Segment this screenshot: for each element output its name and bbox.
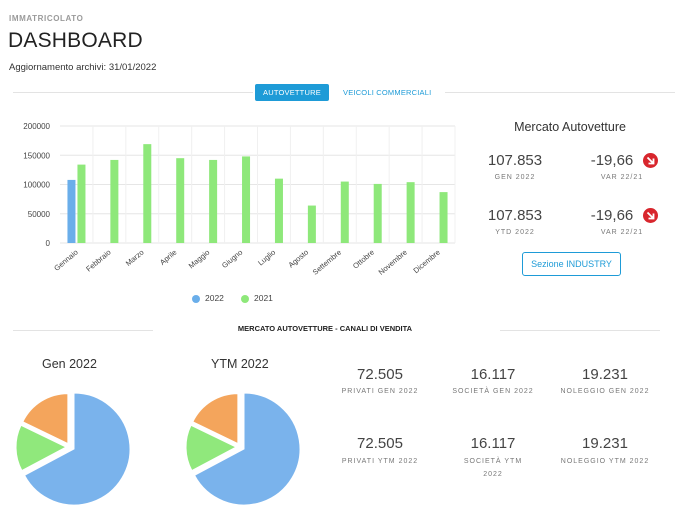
x-tick-label: Agosto [286,248,310,270]
bar-2021 [307,205,316,243]
market-gen-var-value: -19,66 [590,152,634,169]
divider-channels-right [500,330,660,331]
stat-societa-ytm-label: SOCIETÀ YTM 2022 [463,458,523,478]
stat-noleggio-ytm-value: 19.231 [582,435,628,452]
divider-channels-left [13,330,153,331]
tab-veicoli-commerciali[interactable]: VEICOLI COMMERCIALI [343,88,432,97]
x-tick-label: Gennaio [52,248,80,273]
archive-update-label: Aggiornamento archivi: [9,62,107,73]
y-tick-label: 150000 [23,151,50,160]
stat-noleggio-gen-value: 19.231 [582,366,628,383]
pie-slice-noleggio [22,393,69,445]
pie-slice-societa [15,424,68,472]
pie-chart-gen [15,392,131,505]
x-tick-label: Luglio [256,248,277,268]
market-gen-label: GEN 2022 [494,174,536,181]
x-tick-label: Maggio [187,248,212,271]
legend-dot-2021 [241,295,249,303]
stat-societa-gen-label: SOCIETÀ GEN 2022 [452,388,534,395]
arrow-down-right-icon [643,208,658,223]
pie-chart-ytm [185,392,301,505]
x-tick-label: Dicembre [411,248,441,276]
archive-update-date: 31/01/2022 [108,62,157,73]
stat-privati-gen-label: PRIVATI GEN 2022 [341,388,419,395]
stat-noleggio-gen-label: NOLEGGIO GEN 2022 [560,388,650,395]
y-tick-label: 200000 [23,122,50,131]
stat-societa-gen-value: 16.117 [470,366,516,383]
pie-title-ytm: YTM 2022 [211,357,269,371]
x-tick-label: Aprile [158,248,178,267]
bar-2021 [439,192,448,243]
bar-2021 [176,158,185,243]
industry-section-button[interactable]: Sezione INDUSTRY [522,252,621,276]
market-ytd-var-value: -19,66 [590,207,634,224]
stat-noleggio-ytm-label: NOLEGGIO YTM 2022 [560,458,650,465]
market-title: Mercato Autovetture [514,120,626,134]
page-kicker: IMMATRICOLATO [9,14,84,23]
x-tick-label: Ottobre [351,248,376,271]
stat-privati-ytm-label: PRIVATI YTM 2022 [341,458,419,465]
stat-privati-ytm-value: 72.505 [357,435,403,452]
x-tick-label: Marzo [124,248,146,268]
x-tick-label: Novembre [377,248,409,277]
bar-2021 [242,156,251,243]
pie-slice-noleggio [192,393,239,445]
pie-slice-privati [193,392,301,505]
legend-label-2022: 2022 [205,293,224,303]
bar-2021 [274,178,283,243]
bar-2022 [67,179,76,243]
x-tick-label: Settembre [311,248,343,277]
bar-2021 [373,183,382,243]
x-tick-label: Febbraio [84,248,112,274]
divider-left [13,92,253,93]
bar-2021 [143,144,152,243]
archive-update-info: Aggiornamento archivi: 31/01/2022 [9,62,156,73]
market-ytd-label: YTD 2022 [495,229,535,236]
legend-label-2021: 2021 [254,293,273,303]
y-tick-label: 50000 [28,210,51,219]
market-gen-var-label: VAR 22/21 [600,174,644,181]
page-title: DASHBOARD [8,29,143,52]
pie-slice-privati [23,392,131,505]
channels-title: MERCATO AUTOVETTURE - CANALI DI VENDITA [237,324,413,333]
y-tick-label: 0 [46,239,51,248]
market-gen-value: 107.853 [487,152,543,169]
bar-2021 [340,181,349,243]
tab-autovetture[interactable]: AUTOVETTURE [255,84,329,101]
market-ytd-value: 107.853 [487,207,543,224]
market-ytd-var-label: VAR 22/21 [600,229,644,236]
pie-title-gen: Gen 2022 [42,357,97,371]
legend-dot-2022 [192,295,200,303]
y-tick-label: 100000 [23,181,50,190]
bar-2021 [406,182,415,243]
pie-slice-societa [185,424,238,472]
bar-2021 [77,164,86,243]
x-tick-label: Giugno [220,248,244,270]
stat-societa-ytm-value: 16.117 [470,435,516,452]
arrow-down-right-icon [643,153,658,168]
stat-privati-gen-value: 72.505 [357,366,403,383]
divider-right [445,92,675,93]
bar-2021 [209,159,218,243]
bar-2021 [110,159,119,243]
